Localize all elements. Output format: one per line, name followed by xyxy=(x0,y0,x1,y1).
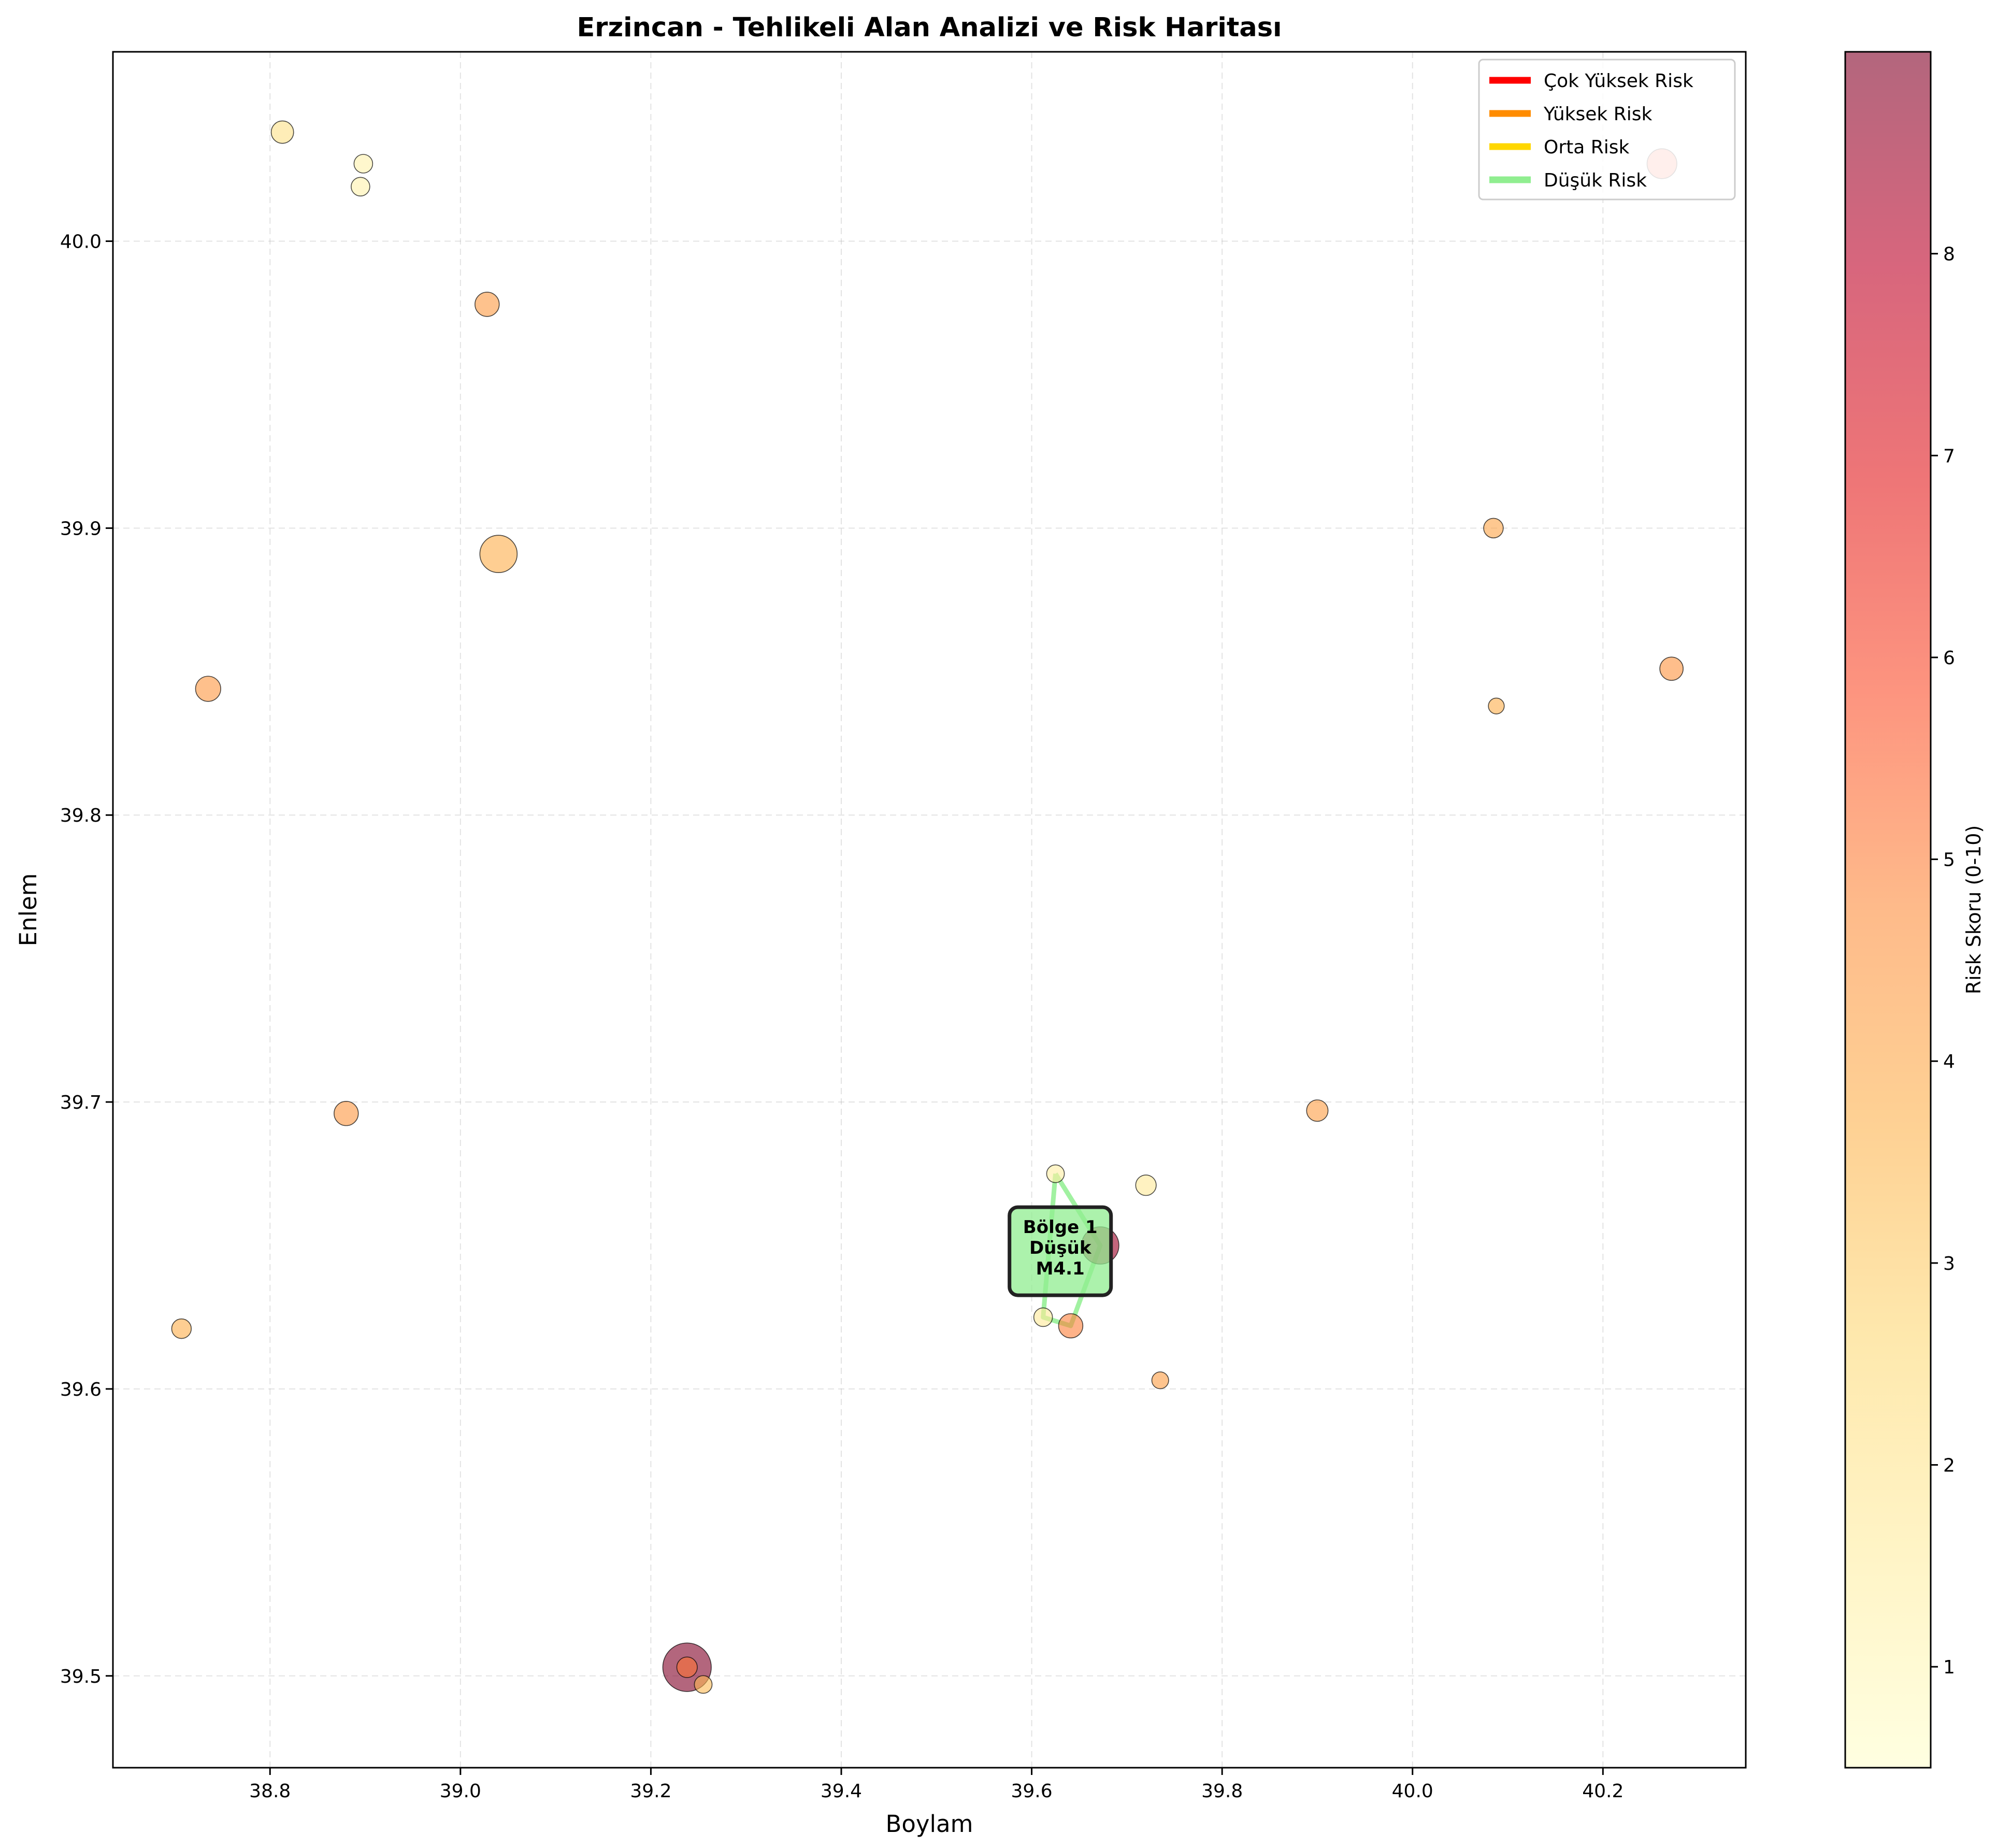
point-layer xyxy=(171,120,1684,1694)
chart-title: Erzincan - Tehlikeli Alan Analizi ve Ris… xyxy=(577,12,1282,43)
risk-point xyxy=(676,1656,698,1678)
zone-label-line: Bölge 1 xyxy=(1023,1217,1098,1238)
colorbar-tick-label: 6 xyxy=(1943,648,1955,669)
y-tick-label: 39.6 xyxy=(60,1379,102,1400)
x-tick-label: 39.2 xyxy=(630,1781,671,1802)
zone-label-line: M4.1 xyxy=(1036,1258,1085,1279)
colorbar xyxy=(1844,51,1932,1769)
x-tick-label: 38.8 xyxy=(249,1781,291,1802)
risk-point xyxy=(479,535,518,574)
grid-layer xyxy=(113,52,1746,1768)
risk-point xyxy=(1488,697,1505,714)
y-tick-label: 39.8 xyxy=(60,805,102,826)
zone-label-box xyxy=(1008,1205,1113,1297)
x-tick-label: 40.2 xyxy=(1582,1781,1624,1802)
risk-point xyxy=(1659,656,1684,681)
risk-point xyxy=(195,676,221,702)
colorbar-label: Risk Skoru (0-10) xyxy=(1962,825,1985,995)
legend: Çok Yüksek Risk Yüksek Risk Orta Risk Düşük… xyxy=(1478,59,1736,200)
colorbar-tick-label: 5 xyxy=(1943,850,1955,871)
risk-point xyxy=(171,1318,192,1339)
y-axis-label: Enlem xyxy=(15,873,42,947)
x-tick-label: 39.8 xyxy=(1201,1781,1243,1802)
colorbar-fill xyxy=(1845,52,1931,1768)
y-tick-label: 39.7 xyxy=(60,1092,102,1113)
x-tick-label: 39.6 xyxy=(1011,1781,1052,1802)
colorbar-tick-label: 1 xyxy=(1943,1657,1955,1678)
colorbar-tick-label: 2 xyxy=(1943,1455,1955,1477)
risk-point xyxy=(351,177,370,197)
plot-frame xyxy=(112,51,1747,1769)
legend-entry-label: Düşük Risk xyxy=(1544,170,1647,191)
legend-frame xyxy=(1478,59,1736,200)
x-tick-label: 39.0 xyxy=(440,1781,481,1802)
colorbar-tick-label: 7 xyxy=(1943,446,1955,467)
risk-point xyxy=(1483,518,1504,539)
x-tick-label: 39.4 xyxy=(821,1781,862,1802)
risk-point xyxy=(1151,1371,1169,1389)
zone-label-line: Düşük xyxy=(1029,1238,1092,1258)
y-tick-label: 39.5 xyxy=(60,1666,102,1687)
risk-point xyxy=(694,1675,713,1694)
y-tick-label: 40.0 xyxy=(60,232,102,253)
risk-point xyxy=(1058,1313,1084,1339)
legend-entry-label: Çok Yüksek Risk xyxy=(1544,70,1693,92)
colorbar-ticks: 1 2 3 4 5 6 7 8 xyxy=(1931,244,1955,1678)
risk-point xyxy=(1306,1099,1329,1122)
colorbar-tick-label: 3 xyxy=(1943,1253,1955,1274)
colorbar-tick-label: 8 xyxy=(1943,244,1955,265)
colorbar-frame xyxy=(1844,51,1932,1769)
legend-entry-label: Yüksek Risk xyxy=(1543,104,1652,125)
y-axis: 39.5 39.6 39.7 39.8 39.9 40.0 xyxy=(60,232,113,1687)
risk-point xyxy=(1033,1307,1053,1327)
risk-point xyxy=(475,292,500,317)
risk-point xyxy=(353,154,373,174)
risk-point xyxy=(1046,1164,1065,1183)
colorbar-tick-label: 4 xyxy=(1943,1051,1955,1072)
risk-point xyxy=(1135,1174,1157,1196)
x-axis: 38.8 39.0 39.2 39.4 39.6 39.8 40.0 40.2 xyxy=(249,1768,1624,1802)
x-tick-label: 40.0 xyxy=(1392,1781,1433,1802)
x-axis-label: Boylam xyxy=(886,1810,973,1838)
risk-point xyxy=(334,1101,359,1126)
risk-point xyxy=(270,120,294,144)
y-tick-label: 39.9 xyxy=(60,518,102,539)
legend-entry-label: Orta Risk xyxy=(1544,137,1630,158)
